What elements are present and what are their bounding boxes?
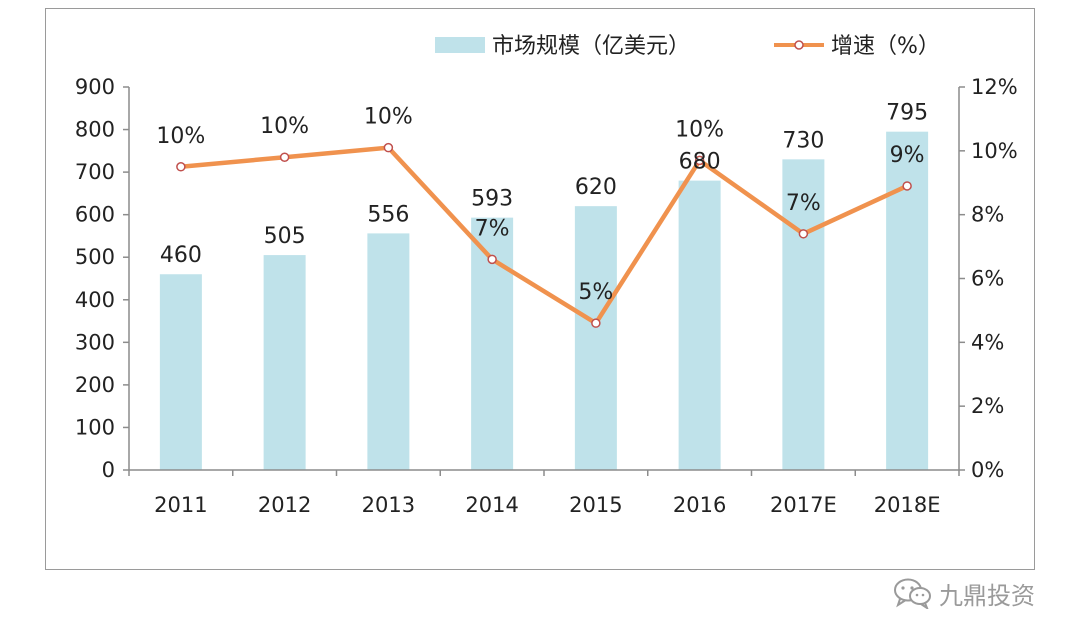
data-labels: 460 505 556 593 620 680 730 795 10% 10% 10% 7% 5% 10%… (156, 101, 928, 305)
watermark: 九鼎投资 (893, 575, 1035, 611)
chart-frame: 市场规模（亿美元） 增速（%） 0 100 200 300 400 500 600 700 80… (45, 8, 1035, 570)
right-tick-label: 10% (971, 139, 1018, 163)
growth-point-2014 (487, 254, 497, 265)
watermark-text: 九鼎投资 (939, 581, 1035, 610)
growth-line (180, 145, 909, 326)
right-tick-label: 8% (971, 203, 1004, 227)
x-tick-label: 2014 (465, 493, 518, 517)
bar-2016 (678, 180, 721, 470)
growth-value-label: 7% (786, 191, 821, 216)
left-tick-label: 900 (75, 75, 115, 99)
bar-value-label: 556 (367, 202, 409, 227)
x-tick-label: 2012 (258, 493, 311, 517)
right-tick-label: 12% (971, 75, 1018, 99)
x-tick-label: 2018E (874, 493, 941, 517)
growth-value-label: 10% (260, 114, 309, 139)
bar-value-label: 460 (160, 243, 202, 268)
growth-value-label: 10% (364, 105, 413, 130)
legend: 市场规模（亿美元） 增速（%） (435, 34, 940, 59)
bar-2017E (782, 159, 825, 470)
right-tick-label: 4% (971, 330, 1004, 354)
combo-chart: 市场规模（亿美元） 增速（%） 0 100 200 300 400 500 600 700 80… (75, 34, 1018, 517)
left-tick-label: 300 (75, 330, 115, 354)
legend-bar-label: 市场规模（亿美元） (492, 34, 690, 59)
wechat-icon (894, 578, 931, 609)
x-tick-label: 2011 (154, 493, 207, 517)
right-tick-label: 0% (971, 458, 1004, 482)
bar-value-label: 593 (471, 187, 513, 212)
left-tick-label: 100 (75, 415, 115, 439)
left-tick-label: 0 (102, 458, 115, 482)
bar-2012 (263, 255, 306, 470)
left-tick-label: 200 (75, 373, 115, 397)
growth-point-2015 (591, 318, 601, 328)
left-tick-label: 500 (75, 245, 115, 269)
bar-2011 (159, 274, 202, 470)
right-tick-label: 6% (971, 267, 1004, 291)
growth-value-label: 5% (578, 280, 613, 305)
bar-value-label: 795 (886, 101, 928, 126)
legend-bar-swatch (435, 37, 485, 53)
growth-point-2018E (902, 181, 912, 191)
x-tick-label: 2013 (362, 493, 415, 517)
left-tick-label: 400 (75, 288, 115, 312)
bar-value-label: 620 (575, 175, 617, 200)
growth-point-2013 (383, 142, 394, 153)
x-tick-label: 2015 (569, 493, 622, 517)
legend-line-marker (794, 40, 804, 50)
bar-value-label: 680 (679, 150, 721, 175)
growth-value-label: 10% (675, 117, 724, 142)
bar-value-label: 505 (264, 224, 306, 249)
x-tick-label: 2017E (770, 493, 837, 517)
legend-line-label: 增速（%） (831, 34, 940, 59)
growth-value-label: 7% (475, 216, 510, 241)
growth-point-2017E (798, 229, 809, 239)
growth-point-2016 (694, 155, 705, 166)
line-series (176, 142, 912, 328)
growth-point-2012 (279, 152, 290, 162)
left-tick-label: 700 (75, 160, 115, 184)
bar-2013 (367, 233, 410, 470)
bar-value-label: 730 (782, 128, 824, 153)
right-tick-label: 2% (971, 394, 1004, 418)
left-tick-label: 800 (75, 118, 115, 142)
x-tick-label: 2016 (673, 493, 726, 517)
bar-series (159, 131, 929, 470)
axes: 0 100 200 300 400 500 600 700 800 900 0% 2% 4% 6% 8% 10… (75, 75, 1018, 517)
left-tick-label: 600 (75, 203, 115, 227)
growth-value-label: 9% (890, 143, 925, 168)
bar-2015 (574, 206, 617, 470)
growth-value-label: 10% (156, 124, 205, 149)
growth-point-2011 (176, 162, 186, 172)
